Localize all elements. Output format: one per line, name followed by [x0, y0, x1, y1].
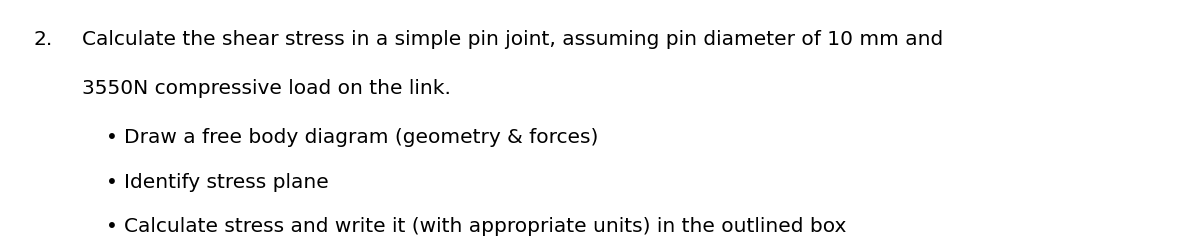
Text: •: •	[106, 173, 118, 192]
Text: 2.: 2.	[34, 30, 53, 49]
Text: Identify stress plane: Identify stress plane	[124, 173, 329, 192]
Text: •: •	[106, 217, 118, 236]
Text: 3550N compressive load on the link.: 3550N compressive load on the link.	[82, 79, 450, 98]
Text: Draw a free body diagram (geometry & forces): Draw a free body diagram (geometry & for…	[124, 128, 598, 147]
Text: Calculate stress and write it (with appropriate units) in the outlined box: Calculate stress and write it (with appr…	[124, 217, 846, 236]
Text: •: •	[106, 128, 118, 147]
Text: Calculate the shear stress in a simple pin joint, assuming pin diameter of 10 mm: Calculate the shear stress in a simple p…	[82, 30, 943, 49]
